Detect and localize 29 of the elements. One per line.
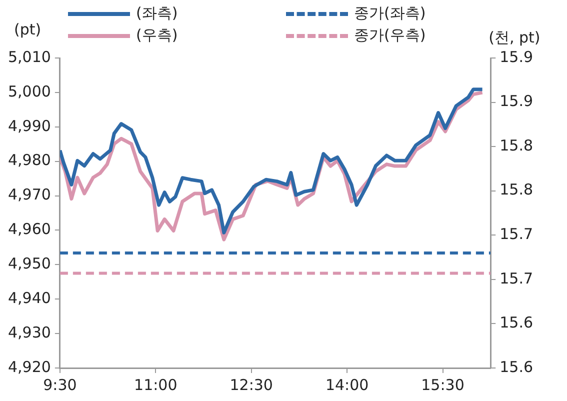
legend-label: (우측) — [136, 26, 178, 45]
x-tick-label: 11:00 — [134, 376, 178, 394]
y-tick-label: 4,920 — [8, 358, 51, 376]
y-tick-label: 4,990 — [8, 116, 51, 135]
y-tick-label: 5,000 — [8, 82, 51, 100]
y-tick-label: 4,950 — [8, 254, 51, 273]
x-tick-label: 15:30 — [421, 376, 464, 394]
y2-tick-label: 15.7 — [500, 269, 534, 288]
y2-tick-label: 15.7 — [500, 225, 534, 244]
y-tick-label: 5,010 — [8, 48, 51, 66]
y2-tick-label: 15.9 — [500, 48, 534, 66]
y-tick-label: 4,980 — [8, 151, 51, 170]
y-axis-title: (pt) — [14, 20, 42, 38]
legend-label: 종가(좌측) — [354, 4, 426, 23]
legend-label: (좌측) — [136, 4, 178, 23]
y-tick-label: 4,960 — [8, 220, 51, 238]
y2-tick-label: 15.6 — [500, 314, 534, 332]
y2-tick-label: 15.6 — [500, 358, 534, 376]
y2-tick-label: 15.8 — [500, 136, 534, 154]
legend-label: 종가(우측) — [354, 26, 426, 45]
y2-tick-label: 15.8 — [500, 180, 534, 199]
x-tick-label: 9:30 — [43, 376, 77, 394]
y2-tick-label: 15.9 — [500, 92, 534, 110]
y2-axis-title: (천, pt) — [488, 28, 540, 46]
x-tick-label: 12:30 — [230, 376, 273, 394]
y-tick-label: 4,970 — [8, 186, 51, 204]
y-tick-label: 4,940 — [8, 289, 51, 307]
x-tick-label: 14:00 — [325, 376, 369, 394]
y-tick-label: 4,930 — [8, 323, 51, 342]
